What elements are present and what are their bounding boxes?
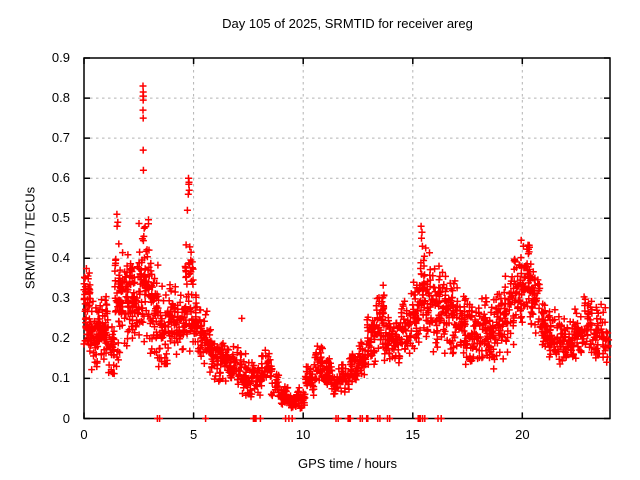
x-tick-label: 15 bbox=[405, 427, 420, 442]
y-tick-label: 0.7 bbox=[51, 130, 70, 146]
x-tick-label: 5 bbox=[189, 427, 198, 442]
scatter-points bbox=[80, 82, 613, 422]
y-tick-label: 0.5 bbox=[51, 210, 70, 226]
y-tick-label: 0.6 bbox=[51, 170, 70, 186]
y-tick-label: 0.3 bbox=[51, 290, 70, 306]
y-tick-label: 0 bbox=[62, 410, 70, 426]
x-tick-label: 10 bbox=[295, 427, 311, 442]
x-axis-label: GPS time / hours bbox=[298, 456, 397, 471]
x-tick-label: 20 bbox=[515, 427, 530, 442]
grid-lines bbox=[84, 58, 610, 419]
y-tick-label: 0.8 bbox=[51, 90, 70, 106]
y-tick-label: 0.9 bbox=[51, 50, 70, 65]
chart-title: Day 105 of 2025, SRMTID for receiver are… bbox=[222, 16, 473, 31]
y-tick-label: 0.4 bbox=[51, 250, 70, 266]
y-tick-label: 0.1 bbox=[51, 370, 70, 386]
x-tick-label: 0 bbox=[80, 427, 88, 442]
y-tick-label: 0.2 bbox=[51, 330, 70, 346]
